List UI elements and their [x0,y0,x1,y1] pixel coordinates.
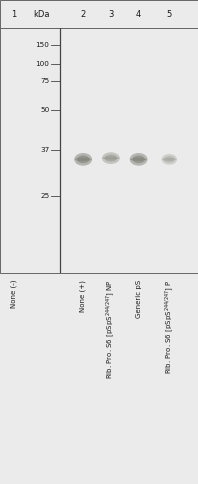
Text: 3: 3 [108,10,114,18]
Text: 37: 37 [40,147,50,152]
Ellipse shape [164,156,175,163]
Ellipse shape [162,154,177,165]
Text: 75: 75 [40,78,50,84]
Ellipse shape [162,158,177,161]
Text: 100: 100 [36,60,50,67]
Text: 50: 50 [40,107,50,113]
Text: kDa: kDa [33,10,50,18]
Ellipse shape [102,157,119,160]
Text: 150: 150 [36,42,50,48]
Ellipse shape [77,155,89,163]
Ellipse shape [75,158,92,161]
Text: None (+): None (+) [80,280,86,312]
Text: Rib. Pro. S6 [pSpS$^{244/247}$] P: Rib. Pro. S6 [pSpS$^{244/247}$] P [163,280,176,374]
Ellipse shape [74,153,92,166]
Text: 25: 25 [40,193,50,199]
Text: Rib. Pro. S6 [pSpS$^{244/247}$] NP: Rib. Pro. S6 [pSpS$^{244/247}$] NP [105,280,117,379]
Ellipse shape [105,154,117,162]
Ellipse shape [130,158,147,161]
Ellipse shape [102,152,120,164]
Ellipse shape [132,155,145,163]
Text: None (-): None (-) [11,280,17,308]
Text: Generic pS: Generic pS [136,280,142,318]
Text: 1: 1 [11,10,16,18]
Text: 4: 4 [136,10,141,18]
Text: 5: 5 [167,10,172,18]
Ellipse shape [130,153,148,166]
Text: 2: 2 [81,10,86,18]
